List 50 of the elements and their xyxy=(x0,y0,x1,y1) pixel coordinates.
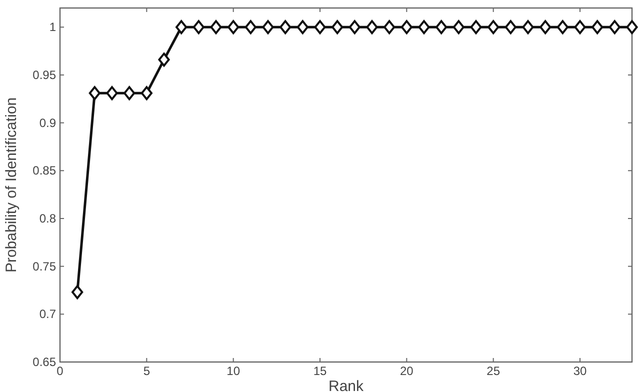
point xyxy=(626,20,638,34)
point xyxy=(470,20,482,34)
y-tick-label: 0.7 xyxy=(39,307,56,322)
point xyxy=(296,20,308,34)
y-tick-label: 0.65 xyxy=(32,355,56,369)
y-tick-label: 1 xyxy=(49,20,56,34)
y-tick-label: 0.8 xyxy=(39,211,56,226)
point xyxy=(540,20,552,34)
point xyxy=(192,20,204,34)
point xyxy=(522,20,534,34)
x-tick-label: 30 xyxy=(573,364,587,378)
point xyxy=(608,20,620,34)
point xyxy=(592,20,604,34)
point xyxy=(124,86,136,100)
point xyxy=(176,20,188,34)
y-tick-label: 0.75 xyxy=(32,259,56,274)
x-axis-title: Rank xyxy=(328,378,364,392)
point xyxy=(452,20,464,34)
y-axis-title: Probability of Identification xyxy=(3,97,20,273)
point xyxy=(280,20,292,34)
point xyxy=(348,20,360,34)
x-tick-label: 0 xyxy=(56,364,64,378)
point xyxy=(574,20,586,34)
point xyxy=(158,52,170,67)
y-tick-label: 0.9 xyxy=(39,116,56,130)
point xyxy=(418,20,430,34)
point xyxy=(244,20,256,34)
point xyxy=(88,86,100,100)
point xyxy=(314,20,326,34)
x-tick-label: 20 xyxy=(400,364,414,378)
point xyxy=(332,20,344,34)
y-tick-label: 0.95 xyxy=(32,68,56,82)
point xyxy=(436,20,448,34)
x-tick-label: 15 xyxy=(313,364,327,378)
point xyxy=(504,20,516,34)
y-tick-label: 0.85 xyxy=(32,164,56,178)
point xyxy=(366,20,378,34)
point xyxy=(556,20,568,34)
point xyxy=(400,20,412,34)
point xyxy=(140,86,152,100)
point xyxy=(488,20,500,34)
point xyxy=(384,20,396,34)
point xyxy=(210,20,222,34)
point xyxy=(262,20,274,34)
point xyxy=(228,20,240,34)
point xyxy=(72,285,84,300)
point xyxy=(106,86,118,100)
x-tick-label: 10 xyxy=(226,364,240,378)
x-tick-label: 25 xyxy=(486,364,500,378)
x-tick-label: 5 xyxy=(143,364,150,378)
